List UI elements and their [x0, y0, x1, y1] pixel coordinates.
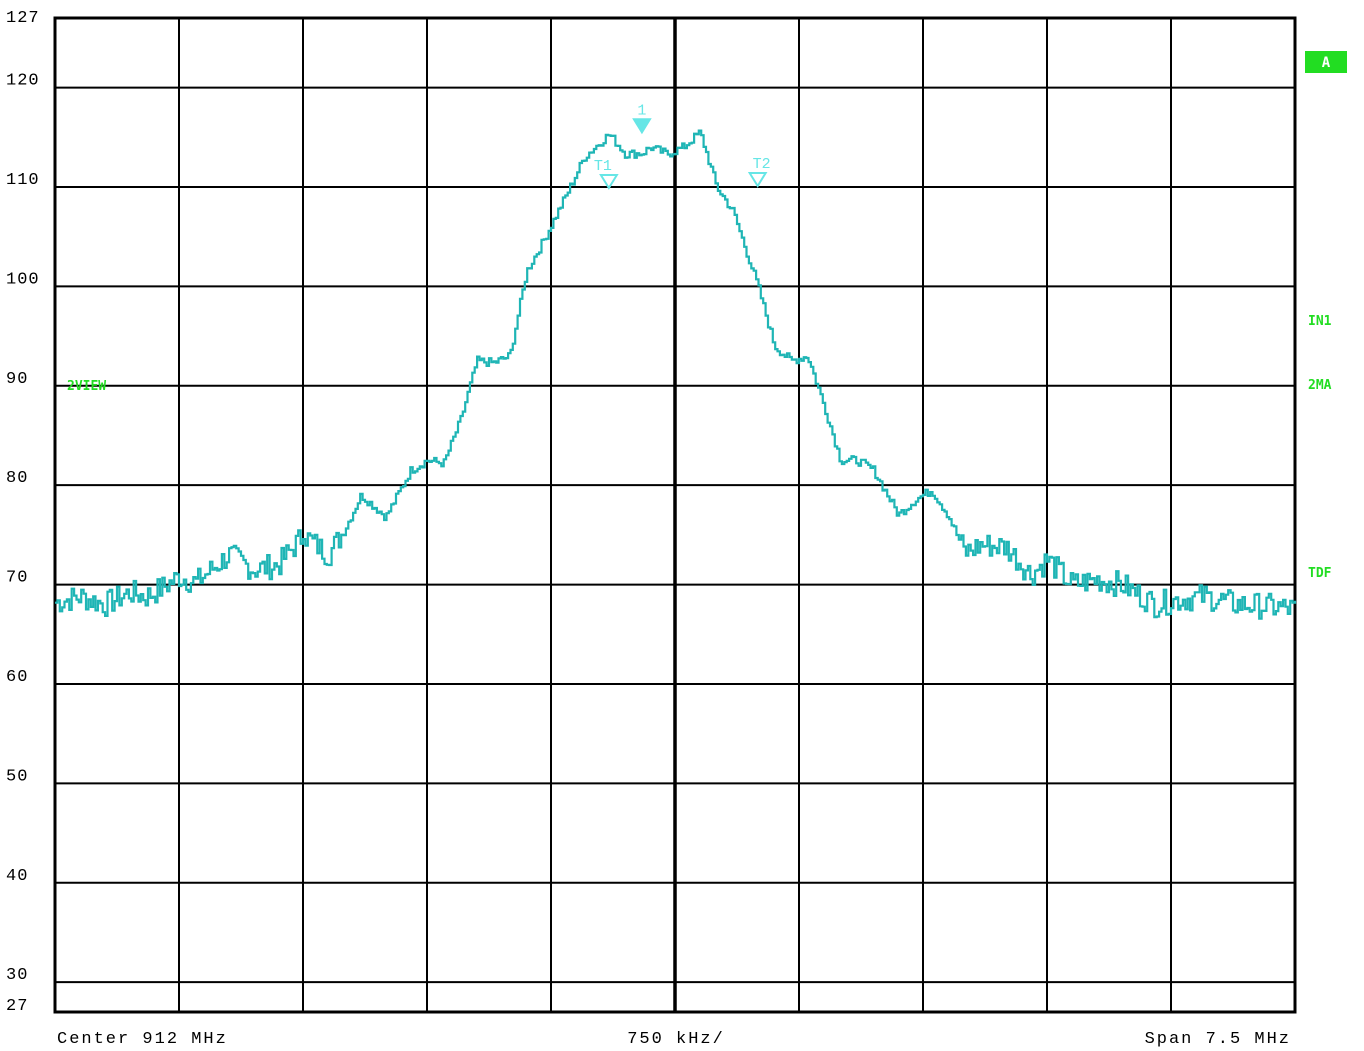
- y-tick-label: 50: [6, 767, 28, 786]
- side-tag-tdf: TDF: [1308, 566, 1332, 581]
- y-tick-label: 27: [6, 997, 28, 1016]
- side-tag-2view: 2VIEW: [67, 379, 106, 394]
- y-tick-label: 110: [6, 171, 40, 190]
- trace-line: [55, 129, 1297, 620]
- side-tag-a: A: [1322, 55, 1331, 71]
- y-tick-label: 40: [6, 867, 28, 886]
- marker-1: [632, 118, 652, 135]
- y-tick-label: 100: [6, 270, 40, 289]
- y-tick-label: 60: [6, 668, 28, 687]
- markers: 1 T1 T2: [594, 102, 771, 190]
- y-tick-labels: 127 120 110 100 90 80 70 60 50 40 30 27: [6, 9, 40, 1016]
- marker-label-1: 1: [637, 102, 646, 119]
- marker-t2: [747, 171, 768, 188]
- grid: [55, 18, 1295, 1012]
- y-tick-label: 120: [6, 72, 40, 91]
- y-tick-label: 127: [6, 9, 40, 28]
- y-tick-label: 80: [6, 469, 28, 488]
- y-tick-label: 90: [6, 370, 28, 389]
- marker-t1: [599, 173, 619, 190]
- trace: [55, 129, 1297, 620]
- side-tag-in1: IN1: [1308, 314, 1332, 329]
- y-tick-label: 70: [6, 569, 28, 588]
- marker-label-t2: T2: [753, 156, 771, 173]
- side-tag-a-box: [1305, 51, 1347, 73]
- marker-label-t1: T1: [594, 158, 612, 175]
- side-tag-2ma: 2MA: [1308, 378, 1332, 393]
- footer-per-division: 750 kHz/: [627, 1030, 725, 1049]
- y-tick-label: 30: [6, 966, 28, 985]
- footer-span: Span 7.5 MHz: [1145, 1030, 1291, 1049]
- footer-center: Center 912 MHz: [57, 1030, 228, 1049]
- plot-frame: [53, 16, 1297, 1014]
